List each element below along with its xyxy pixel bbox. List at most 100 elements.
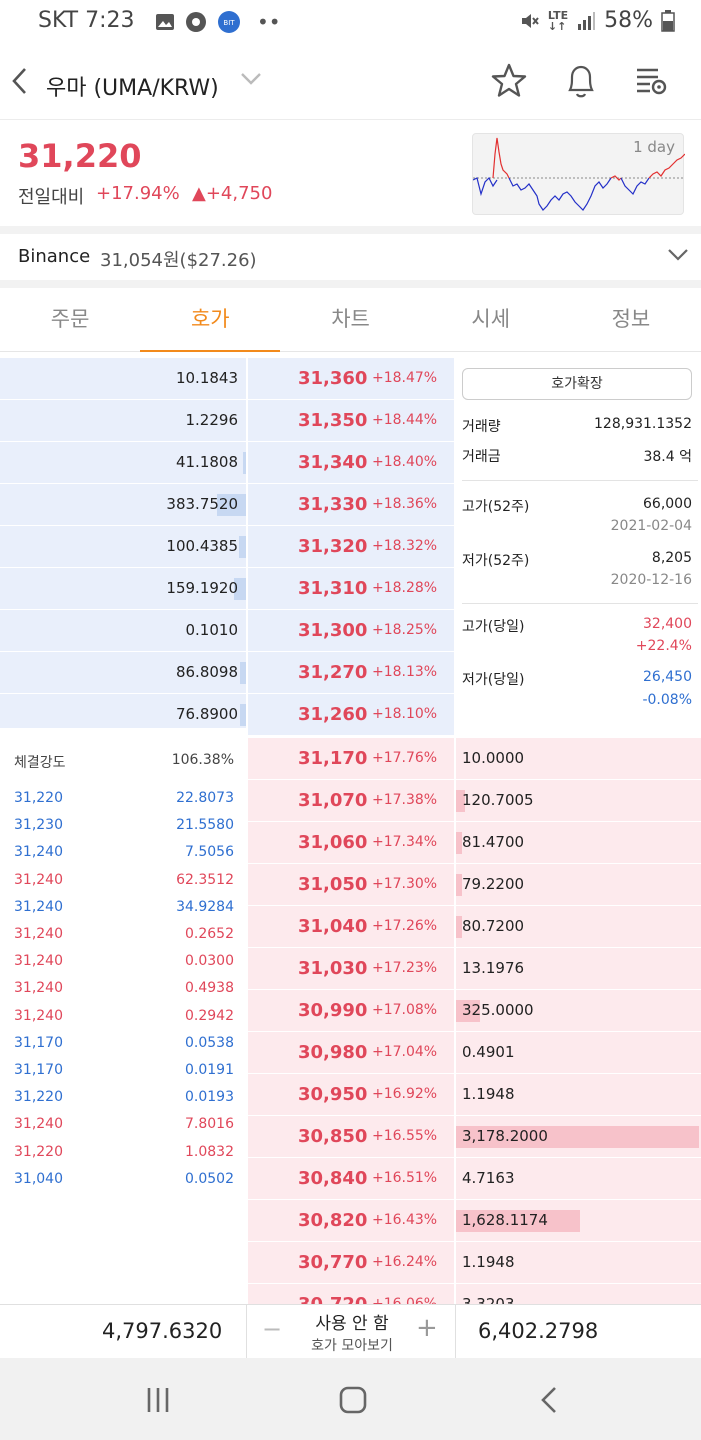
ask-price-cell[interactable]: 31,300 +18.25%	[248, 610, 454, 652]
tab-chart[interactable]: 차트	[331, 307, 370, 331]
chrome-icon	[186, 12, 206, 32]
bid-quantity-cell[interactable]: 80.7200	[456, 906, 701, 948]
trade-quantity: 1.0832	[185, 1143, 234, 1160]
ask-quantity-cell[interactable]: 383.7520	[0, 484, 246, 526]
tab-info[interactable]: 정보	[611, 307, 651, 331]
bid-quantity: 3,178.2000	[462, 1127, 548, 1145]
bid-quantity-cell[interactable]: 3.3203	[456, 1284, 701, 1304]
ask-price-cell[interactable]: 31,260 +18.10%	[248, 694, 454, 736]
ask-rate: +18.44%	[372, 412, 438, 428]
bid-quantity-cell[interactable]: 120.7005	[456, 780, 701, 822]
bid-price-cell[interactable]: 30,720 +16.06%	[248, 1284, 454, 1304]
bid-price: 30,820	[298, 1210, 368, 1231]
bid-quantity: 10.0000	[462, 749, 525, 767]
ask-quantity-cell[interactable]: 159.1920	[0, 568, 246, 610]
bid-quantity-cell[interactable]: 325.0000	[456, 990, 701, 1032]
bell-icon[interactable]	[564, 62, 598, 100]
back-arrow-icon[interactable]	[10, 66, 30, 96]
bid-price-cell[interactable]: 30,840 +16.51%	[248, 1158, 454, 1200]
bid-price-cell[interactable]: 30,980 +17.04%	[248, 1032, 454, 1074]
ask-price-cell[interactable]: 31,350 +18.44%	[248, 400, 454, 442]
bid-quantity-cell[interactable]: 13.1976	[456, 948, 701, 990]
ask-quantity-cell[interactable]: 1.2296	[0, 400, 246, 442]
bid-quantity-cell[interactable]: 81.4700	[456, 822, 701, 864]
current-price: 31,220	[18, 137, 142, 175]
separator	[0, 226, 701, 234]
home-icon[interactable]	[338, 1385, 368, 1415]
ask-price-cell[interactable]: 31,340 +18.40%	[248, 442, 454, 484]
price-summary: 31,220 전일대비 +17.94% ▲+4,750 1 day	[0, 121, 701, 225]
ask-price-cell[interactable]: 31,310 +18.28%	[248, 568, 454, 610]
page-title[interactable]: 우마 (UMA/KRW)	[46, 76, 219, 101]
ask-quantity-cell[interactable]: 0.1010	[0, 610, 246, 652]
bid-price-cell[interactable]: 30,820 +16.43%	[248, 1200, 454, 1242]
ask-quantity-cell[interactable]: 10.1843	[0, 358, 246, 400]
favorite-star-icon[interactable]	[490, 62, 528, 100]
bid-price-cell[interactable]: 30,990 +17.08%	[248, 990, 454, 1032]
trade-quantity: 0.4938	[185, 980, 234, 997]
tab-orderbook[interactable]: 호가	[140, 288, 281, 352]
bid-price-cell[interactable]: 31,040 +17.26%	[248, 906, 454, 948]
ask-price-cell[interactable]: 31,330 +18.36%	[248, 484, 454, 526]
ask-price-cell[interactable]: 31,270 +18.13%	[248, 652, 454, 694]
ask-quantity-cell[interactable]: 100.4385	[0, 526, 246, 568]
bid-price-cell[interactable]: 30,950 +16.92%	[248, 1074, 454, 1116]
tab-market-price[interactable]: 시세	[471, 307, 511, 331]
bid-price-cell[interactable]: 31,170 +17.76%	[248, 738, 454, 780]
orderbook-totals-bar: 4,797.6320 − 사용 안 함 호가 모아보기 + 6,402.2798	[0, 1304, 701, 1359]
trade-price: 31,240	[14, 844, 63, 861]
app-notification-icon: BIT	[218, 11, 240, 33]
bid-quantity-cell[interactable]: 1.1948	[456, 1242, 701, 1284]
ask-rate: +18.36%	[372, 496, 438, 512]
bid-price-cell[interactable]: 30,770 +16.24%	[248, 1242, 454, 1284]
bid-price: 30,950	[298, 1084, 368, 1105]
trade-price: 31,240	[14, 1116, 63, 1133]
status-time: SKT 7:23	[38, 8, 135, 33]
mini-chart[interactable]: 1 day	[472, 133, 685, 215]
bid-quantity-cell[interactable]: 0.4901	[456, 1032, 701, 1074]
bid-quantity-cell[interactable]: 79.2200	[456, 864, 701, 906]
back-nav-icon[interactable]	[538, 1385, 560, 1415]
minus-button[interactable]: −	[262, 1315, 283, 1343]
trade-price: 31,170	[14, 1062, 63, 1078]
bid-quantity-cell[interactable]: 3,178.2000	[456, 1116, 701, 1158]
bid-quantity-cell[interactable]: 1,628.1174	[456, 1200, 701, 1242]
bid-price-cell[interactable]: 31,070 +17.38%	[248, 780, 454, 822]
bid-rate: +16.06%	[372, 1296, 438, 1304]
ask-quantity-cell[interactable]: 86.8098	[0, 652, 246, 694]
group-mode-value[interactable]: 사용 안 함	[315, 1314, 389, 1334]
expand-chevron-icon[interactable]	[667, 248, 689, 262]
ask-quantity-cell[interactable]: 41.1808	[0, 442, 246, 484]
trade-price: 31,240	[14, 871, 63, 888]
bid-price: 30,850	[298, 1126, 368, 1147]
bid-quantity-cell[interactable]: 10.0000	[456, 738, 701, 780]
bid-volume-bar	[456, 832, 463, 854]
more-dots-icon: ••	[257, 10, 281, 34]
trade-quantity: 0.2652	[185, 926, 234, 942]
bid-price-cell[interactable]: 31,050 +17.30%	[248, 864, 454, 906]
ask-quantity: 159.1920	[166, 579, 238, 597]
plus-button[interactable]: +	[416, 1313, 438, 1343]
bid-price-cell[interactable]: 30,850 +16.55%	[248, 1116, 454, 1158]
bid-quantity-cell[interactable]: 1.1948	[456, 1074, 701, 1116]
ask-price-cell[interactable]: 31,360 +18.47%	[248, 358, 454, 400]
bid-rate: +17.26%	[372, 918, 438, 934]
bid-quantity-cell[interactable]: 4.7163	[456, 1158, 701, 1200]
chevron-down-icon[interactable]	[240, 72, 262, 86]
strength-value: 106.38%	[171, 752, 234, 768]
list-settings-icon[interactable]	[634, 66, 668, 96]
low-day-label: 저가(당일)	[462, 672, 525, 688]
low-day-value: 26,450	[643, 669, 692, 685]
low52-label: 저가(52주)	[462, 553, 530, 569]
divider	[462, 603, 698, 604]
tab-order[interactable]: 주문	[50, 307, 90, 331]
bid-price-cell[interactable]: 31,060 +17.34%	[248, 822, 454, 864]
exchange-row[interactable]: Binance 31,054원($27.26)	[0, 234, 701, 280]
trade-quantity: 0.2942	[185, 1007, 234, 1024]
bid-price-cell[interactable]: 31,030 +17.23%	[248, 948, 454, 990]
ask-rate: +18.10%	[372, 706, 438, 722]
recent-apps-icon[interactable]	[144, 1386, 172, 1414]
ask-price-cell[interactable]: 31,320 +18.32%	[248, 526, 454, 568]
bid-price: 30,770	[298, 1252, 368, 1273]
expand-orderbook-button[interactable]: 호가확장	[462, 368, 692, 400]
